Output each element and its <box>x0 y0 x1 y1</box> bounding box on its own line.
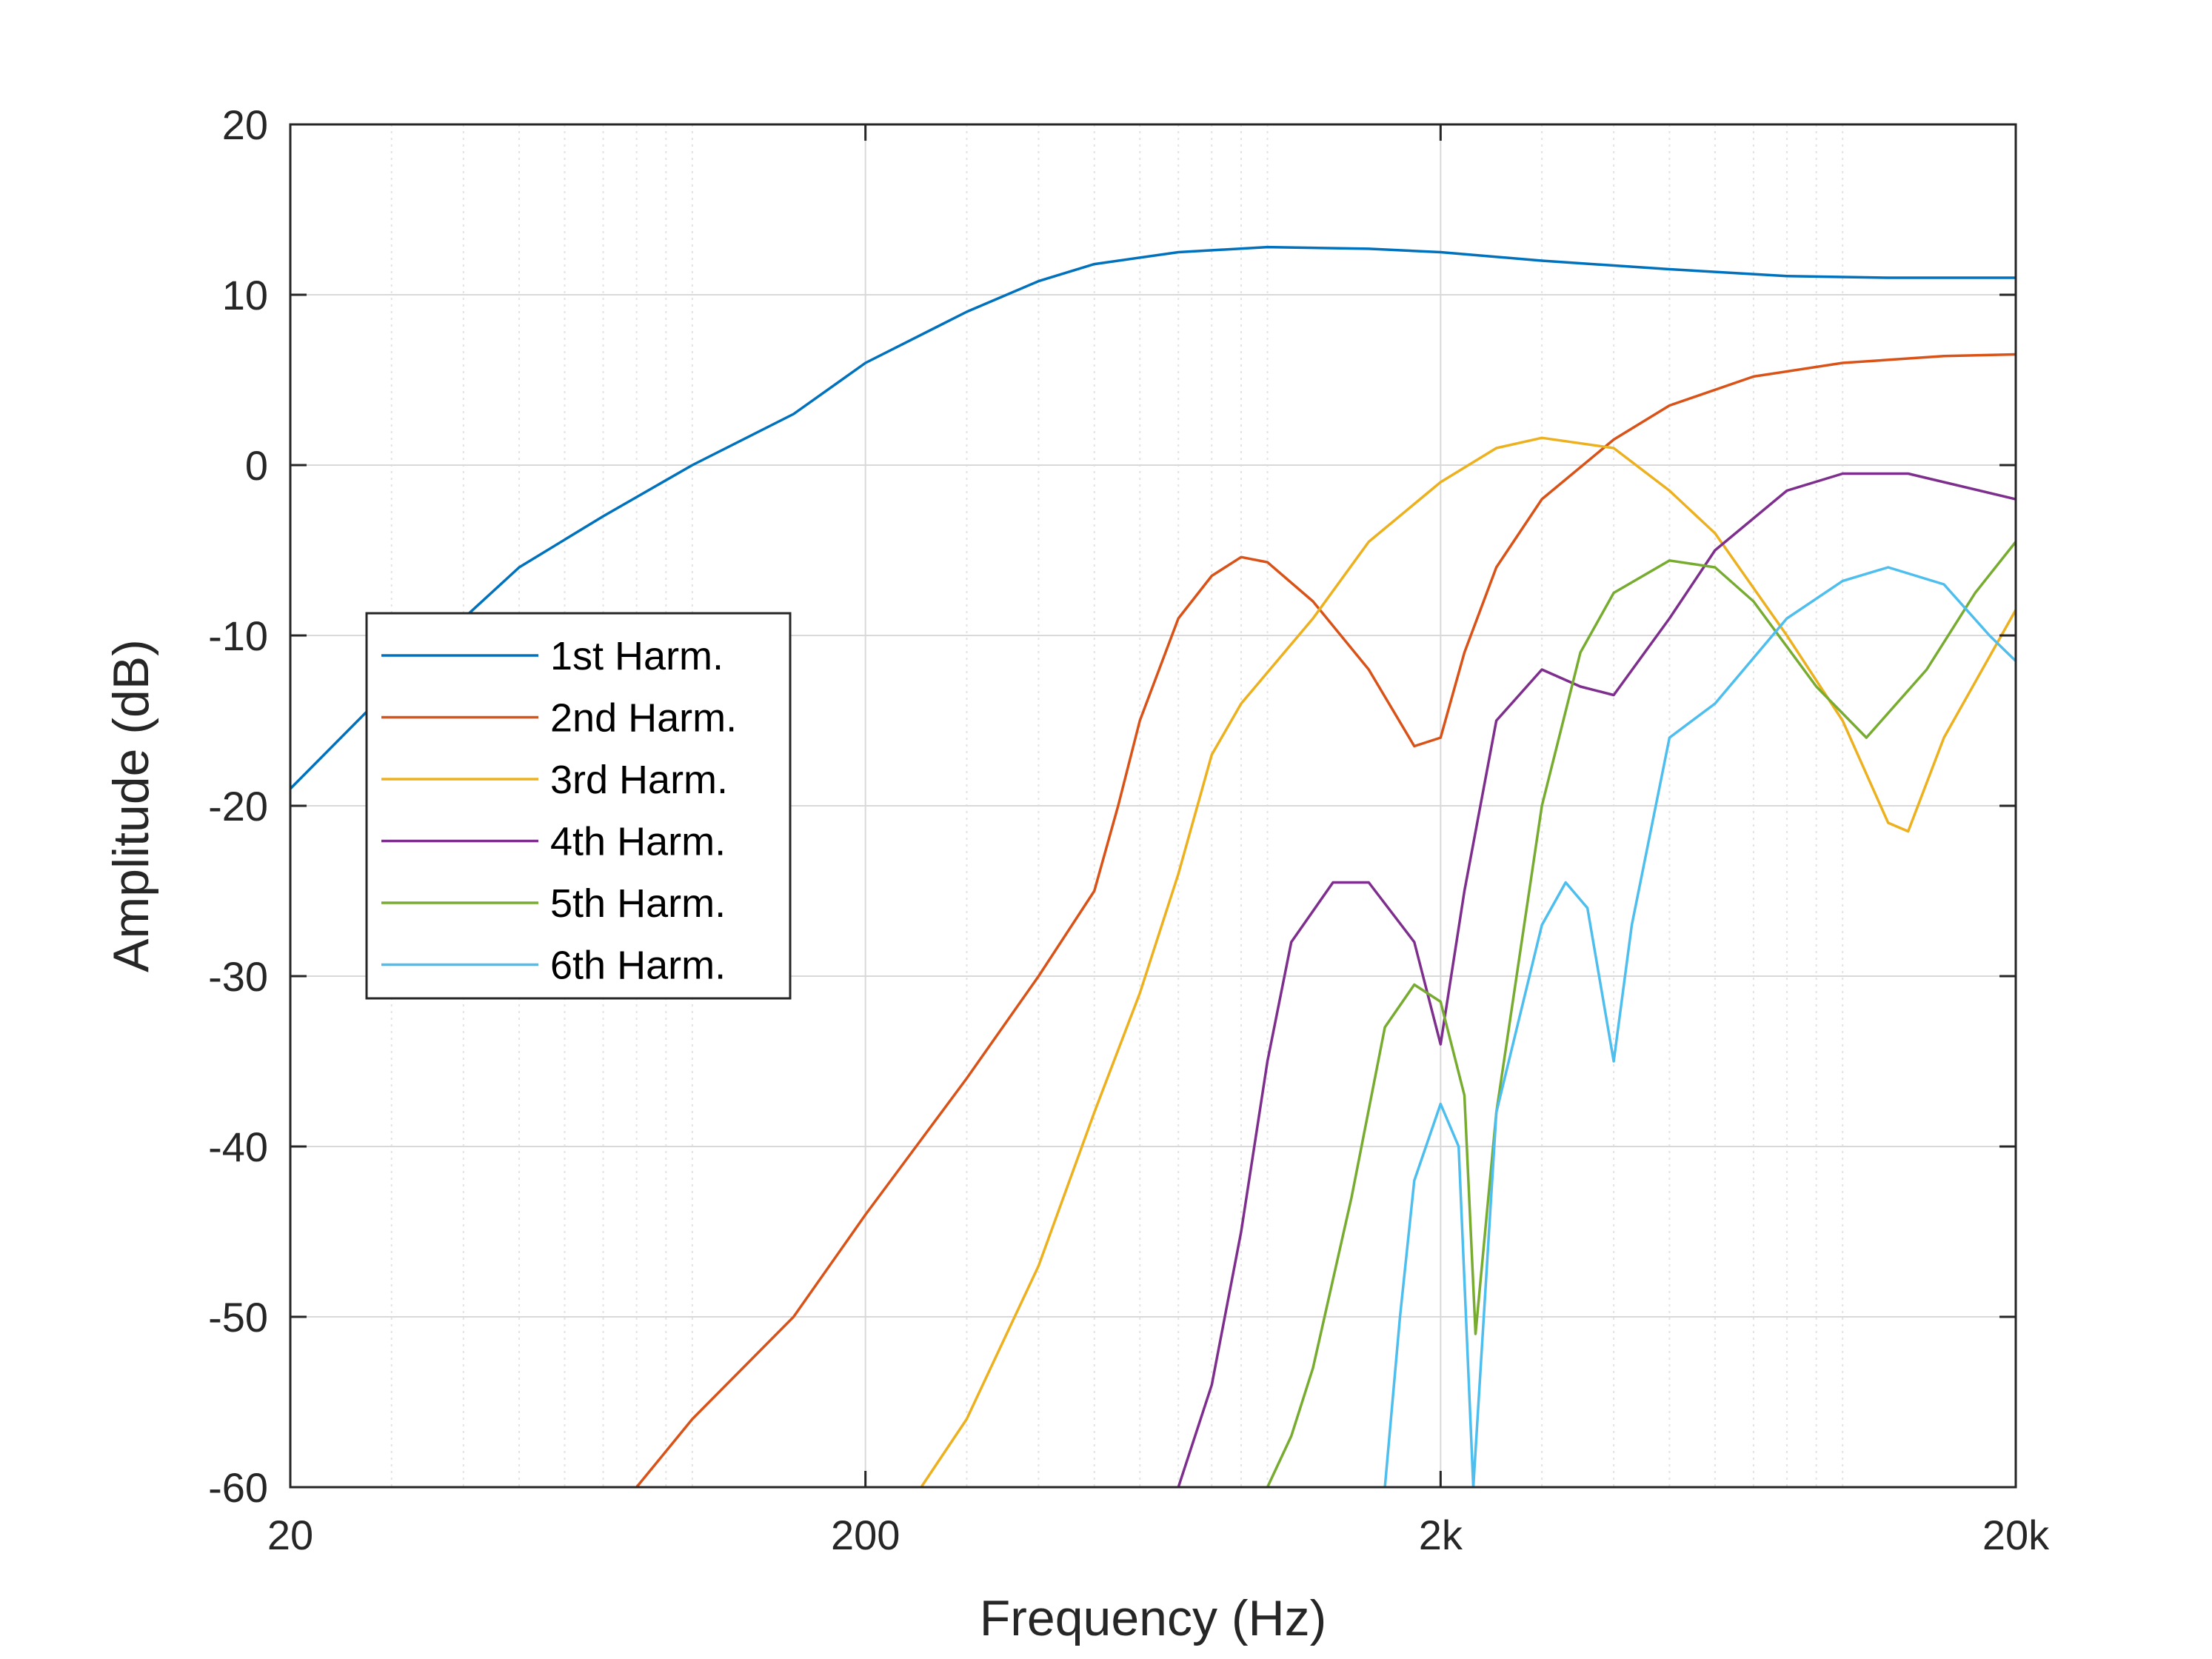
legend-box <box>365 612 792 1000</box>
legend-label: 1st Harm. <box>550 634 724 678</box>
y-tick-label: -10 <box>208 612 268 659</box>
plot-lines <box>290 245 2016 1487</box>
y-tick-label: 20 <box>222 101 268 148</box>
legend-label: 2nd Harm. <box>550 696 737 741</box>
y-tick-label: -30 <box>208 953 268 1000</box>
y-tick-label: 0 <box>245 442 268 489</box>
x-tick-label: 20k <box>1982 1512 2050 1558</box>
x-tick-label: 200 <box>831 1512 900 1558</box>
series-line-1 <box>290 245 2016 790</box>
series-line-5 <box>1266 541 2016 1487</box>
y-tick-label: -40 <box>208 1124 268 1170</box>
series-line-4 <box>1177 472 2016 1487</box>
legend-label: 6th Harm. <box>550 944 726 988</box>
series-line-3 <box>920 436 2016 1487</box>
series-line-6 <box>1383 566 2016 1487</box>
x-tick-label: 20 <box>267 1512 313 1558</box>
axis-ticks: 20 200 2k 20k 20 10 0 -10 -20 -30 -40 -50 -60 <box>208 101 2050 1558</box>
series-line-2 <box>635 353 2016 1487</box>
x-tick-label: 2k <box>1419 1512 1463 1558</box>
y-tick-label: 10 <box>222 272 268 318</box>
y-tick-label: -20 <box>208 783 268 830</box>
x-axis-label: Frequency (Hz) <box>980 1590 1327 1646</box>
legend: 1st Harm. 2nd Harm. 3rd Harm. 4th Harm. 5th … <box>365 612 792 1000</box>
legend-label: 5th Harm. <box>550 881 726 926</box>
y-tick-label: -60 <box>208 1464 268 1511</box>
legend-label: 3rd Harm. <box>550 758 728 802</box>
y-tick-label: -50 <box>208 1294 268 1341</box>
legend-label: 4th Harm. <box>550 820 726 864</box>
y-axis-label: Amplitude (dB) <box>103 639 159 972</box>
